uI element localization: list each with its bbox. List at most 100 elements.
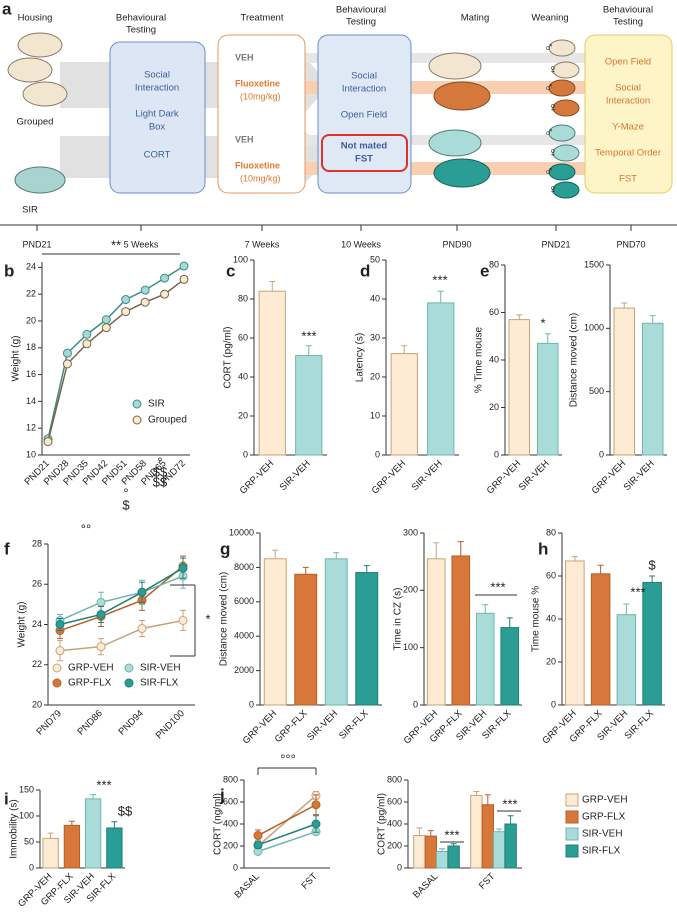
point <box>101 315 111 325</box>
x-tick-label: SIR-VEH <box>622 458 657 493</box>
x-tick-label: PND86 <box>75 708 104 737</box>
point <box>137 587 147 597</box>
y-tick-label: 2000 <box>234 665 254 675</box>
treatment-text: (10mg/kg) <box>240 173 281 183</box>
x-tick-label: BASAL <box>232 871 261 900</box>
point <box>179 274 189 284</box>
y-tick-label: 0 <box>397 862 402 872</box>
error-bar <box>544 333 551 344</box>
y-tick-label: 0 <box>494 449 499 459</box>
legend-marker <box>52 678 62 688</box>
y-tick-label: 80 <box>546 527 556 537</box>
annotation: ** <box>111 237 121 252</box>
bar <box>447 845 460 869</box>
x-tick-label: SIR-VEH <box>517 458 552 493</box>
error-bar <box>401 345 408 354</box>
error-bar <box>416 827 423 836</box>
box-text: Box <box>149 122 166 133</box>
y-tick-label: 500 <box>589 386 604 396</box>
stage-header: Testing <box>613 17 643 28</box>
box <box>109 41 206 194</box>
error-bar <box>496 828 503 832</box>
point <box>62 359 72 369</box>
annotation: $$ <box>153 464 168 479</box>
bar <box>642 581 662 706</box>
legend-label: Grouped <box>148 415 187 426</box>
y-tick-label: 12 <box>26 423 36 433</box>
error-bar <box>302 566 309 575</box>
stage-header: Housing <box>18 13 53 24</box>
y-axis-label: Immobility (s) <box>9 799 20 858</box>
y-tick-label: 60 <box>238 332 248 342</box>
y-axis-label: CORT (pg/ml) <box>377 793 388 855</box>
panel-label: a <box>2 0 12 18</box>
bar <box>508 319 531 456</box>
y-tick-label: 0 <box>551 699 556 709</box>
point <box>121 295 131 305</box>
bar <box>504 823 517 869</box>
sex-symbol: ♂ <box>544 39 554 54</box>
point <box>137 624 147 634</box>
bar <box>641 322 664 456</box>
legend-swatch <box>565 827 579 841</box>
legend-label: SIR-FLX <box>582 846 621 857</box>
sex-symbol: ♂ <box>544 79 554 94</box>
bar <box>616 614 637 706</box>
sex-symbol: ♂ <box>544 163 554 178</box>
box-text: Y-Maze <box>612 122 644 133</box>
point <box>96 609 106 619</box>
y-tick-label: 50 <box>24 836 34 846</box>
point <box>62 348 72 358</box>
stage-header: Testing <box>346 17 376 28</box>
sex-symbol: ♀ <box>548 181 558 196</box>
bar <box>451 555 471 706</box>
error-bar <box>437 290 444 303</box>
point <box>121 307 131 317</box>
point <box>179 261 189 271</box>
panel-label: b <box>4 261 14 280</box>
point <box>55 646 65 656</box>
panel-label: e <box>480 261 489 280</box>
y-tick-label: 24 <box>32 619 42 629</box>
bar <box>63 824 81 869</box>
x-tick-label: PND94 <box>116 708 145 737</box>
box-text: Open Field <box>341 110 387 121</box>
y-tick-label: 100 <box>403 642 418 652</box>
annotation: *** <box>432 272 447 287</box>
y-axis-label: Time in CZ (s) <box>393 588 404 651</box>
error-bar <box>516 314 523 320</box>
y-tick-label: 40 <box>546 613 556 623</box>
series-line <box>257 830 317 853</box>
x-tick-label: SIR-FLX <box>337 708 371 742</box>
annotation: °°° <box>280 751 296 766</box>
legend-label: SIR-FLX <box>140 678 179 689</box>
mice <box>7 32 580 199</box>
y-tick-label: 26 <box>32 579 42 589</box>
y-tick-label: 20 <box>489 402 499 412</box>
point <box>178 615 188 625</box>
y-tick-label: 18 <box>26 342 36 352</box>
annotation: $$ <box>118 803 133 818</box>
y-tick-label: 80 <box>238 293 248 303</box>
y-tick-label: 20 <box>26 315 36 325</box>
box <box>584 34 673 194</box>
legend-marker <box>124 663 134 673</box>
y-tick-label: 1000 <box>584 323 604 333</box>
treatment-text: Fluoxetine <box>235 160 280 170</box>
legend-label: SIR-VEH <box>582 829 623 840</box>
timeline-label: 5 Weeks <box>124 239 159 249</box>
y-axis-label: Weight (g) <box>11 336 22 382</box>
bar <box>324 558 348 706</box>
point <box>140 297 150 307</box>
y-tick-label: 14 <box>26 396 36 406</box>
y-tick-label: 20 <box>370 371 380 381</box>
annotation: $ <box>648 557 656 572</box>
annotation: *** <box>630 584 645 599</box>
point <box>253 840 263 850</box>
point <box>178 563 188 573</box>
point <box>55 620 65 629</box>
x-tick-label: SIR-FLX <box>622 708 656 742</box>
timeline-label: PND21 <box>22 239 51 249</box>
legend-swatch <box>565 793 579 807</box>
